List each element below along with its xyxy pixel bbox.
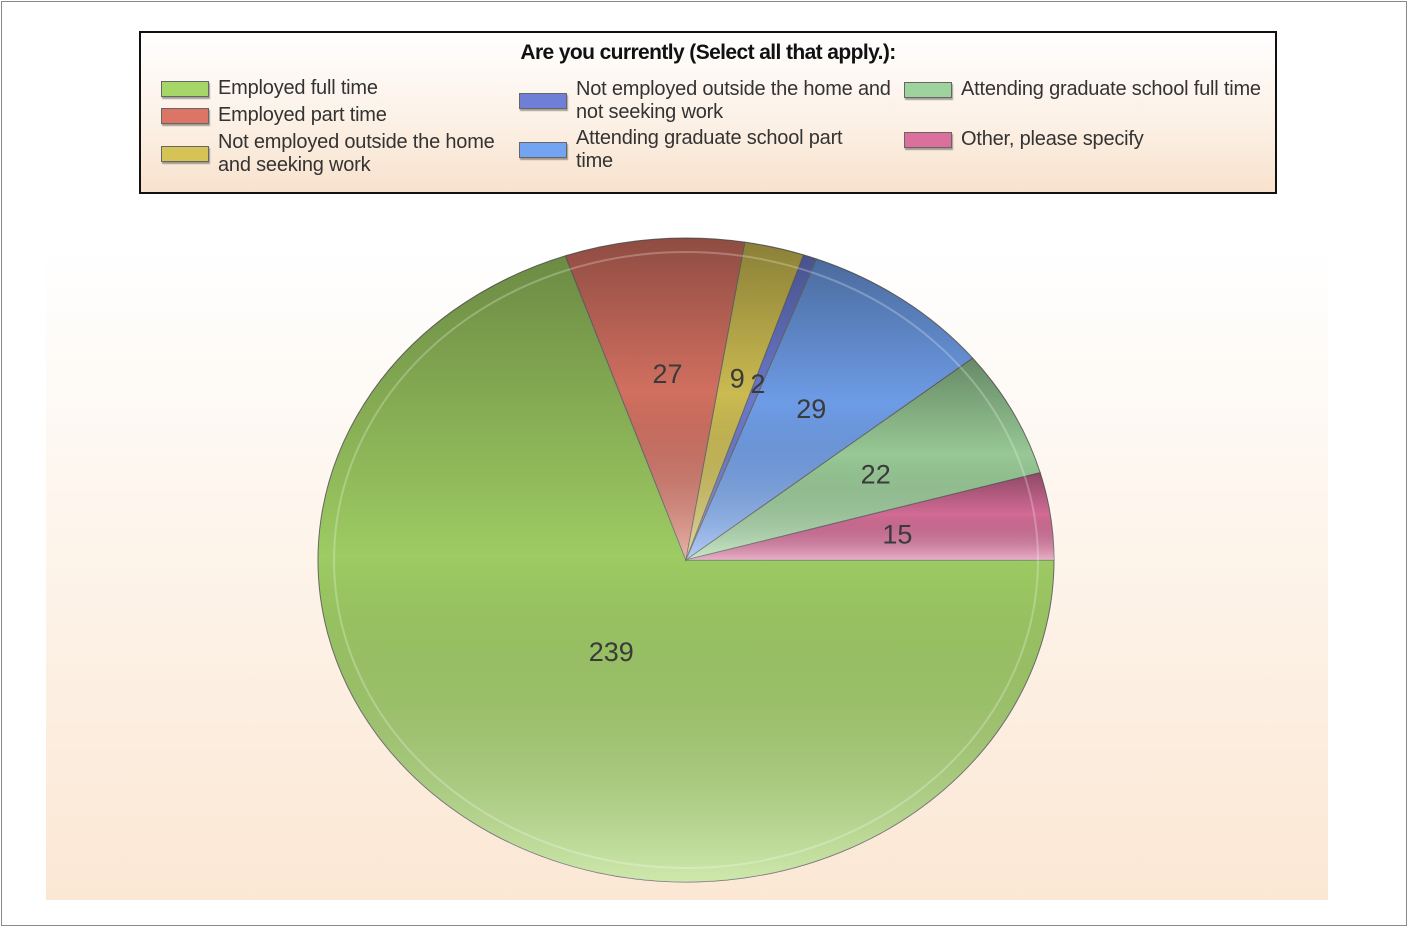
pie-slice-shading-grad-part-time xyxy=(686,258,973,560)
pie-slice-shading-seeking-work xyxy=(686,242,804,560)
data-label-employed-full-time: 239 xyxy=(589,637,634,667)
legend-label: Other, please specify xyxy=(961,128,1144,150)
legend-label: Attending graduate school part time xyxy=(576,127,843,172)
pie-data-labels: 239 27 9 2 29 22 15 xyxy=(589,359,913,667)
pie-slice-shading-employed-part-time xyxy=(565,238,745,561)
legend-label: Attending graduate school full time xyxy=(961,78,1261,100)
legend-swatch-employed-full-time xyxy=(161,80,209,97)
legend-item-grad-full-time: Attending graduate school full time xyxy=(904,78,1264,101)
pie-slices xyxy=(317,237,1055,883)
pie-bevel-ring xyxy=(333,251,1039,869)
legend-swatch-seeking-work xyxy=(161,146,209,162)
legend-item-employed-full-time: Employed full time xyxy=(161,77,511,100)
legend-label: Not employed outside the home and seekin… xyxy=(218,131,495,176)
data-label-grad-part-time: 29 xyxy=(796,394,826,424)
legend-swatch-not-seeking-work xyxy=(519,93,567,109)
data-label-employed-part-time: 27 xyxy=(652,359,682,389)
legend-item-employed-part-time: Employed part time xyxy=(161,104,511,127)
legend-item-other: Other, please specify xyxy=(904,128,1264,151)
legend-swatch-grad-full-time xyxy=(904,81,952,98)
legend-label: Employed part time xyxy=(218,104,387,126)
legend-item-not-seeking-work: Not employed outside the home and not se… xyxy=(519,78,899,124)
legend-swatch-grad-part-time xyxy=(519,142,567,158)
legend-label: Not employed outside the home and not se… xyxy=(576,78,891,123)
pie-slice-shading-grad-full-time xyxy=(686,358,1041,560)
data-label-other: 15 xyxy=(882,519,912,549)
legend: Are you currently (Select all that apply… xyxy=(139,31,1277,194)
legend-swatch-employed-part-time xyxy=(161,107,209,124)
data-label-seeking-work: 9 xyxy=(730,364,745,394)
pie-slice-shading-employed-full-time xyxy=(318,255,1055,883)
data-label-not-seeking-work: 2 xyxy=(750,369,765,399)
legend-item-grad-part-time: Attending graduate school part time xyxy=(519,127,879,173)
data-label-grad-full-time: 22 xyxy=(861,459,891,489)
legend-title: Are you currently (Select all that apply… xyxy=(520,41,896,64)
legend-label: Employed full time xyxy=(218,77,378,99)
legend-swatch-other xyxy=(904,131,952,148)
legend-item-seeking-work: Not employed outside the home and seekin… xyxy=(161,131,511,177)
pie-slice-shading-other xyxy=(686,472,1054,560)
